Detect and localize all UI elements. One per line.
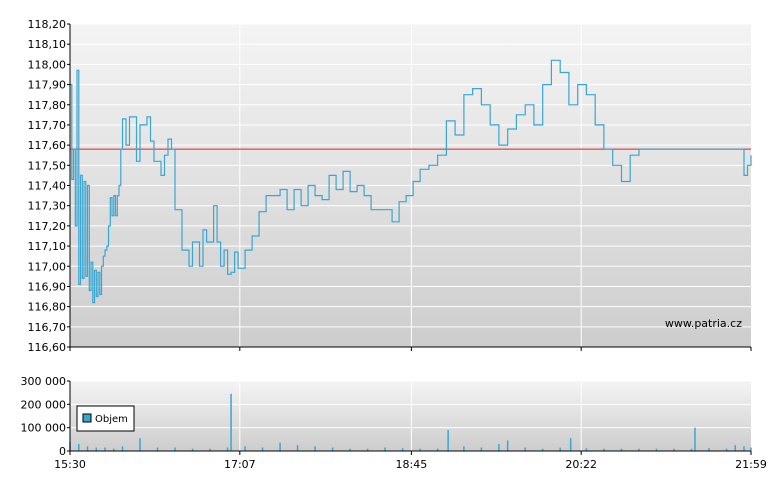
price-y-tick-label: 116,90: [28, 280, 67, 293]
volume-x-axis: 15:30 17:07 18:45 20:22 21:59: [54, 451, 767, 471]
volume-bar: [314, 446, 316, 451]
volume-bar: [230, 393, 232, 451]
volume-bar: [655, 448, 658, 451]
price-y-tick-label: 117,10: [28, 240, 67, 253]
volume-bar: [104, 447, 106, 451]
price-y-tick-label: 116,70: [28, 321, 67, 334]
volume-bar: [174, 447, 176, 451]
volume-y-axis: 300 000 200 000 100 000 0: [21, 375, 71, 458]
volume-bar: [690, 448, 693, 451]
volume-y-tick-label: 100 000: [21, 422, 67, 435]
price-gridlines: [70, 23, 751, 348]
volume-bar: [585, 448, 588, 451]
x-tick-label: 21:59: [735, 458, 767, 471]
volume-bar: [673, 448, 675, 451]
price-y-tick-label: 117,90: [28, 79, 67, 92]
price-y-tick-label: 117,20: [28, 220, 67, 233]
volume-bars: [69, 393, 752, 451]
volume-bar: [349, 448, 351, 451]
volume-bar: [156, 447, 159, 451]
volume-bar: [447, 430, 449, 451]
price-y-tick-label: 117,30: [28, 200, 67, 213]
volume-bar: [708, 448, 710, 451]
price-y-tick-label: 116,60: [28, 341, 67, 354]
price-y-tick-label: 117,70: [28, 119, 67, 132]
volume-bar: [121, 446, 124, 451]
volume-bar: [113, 448, 115, 451]
volume-bar: [620, 448, 623, 451]
volume-bar: [463, 446, 465, 451]
volume-bar: [226, 447, 229, 451]
volume-bar: [244, 446, 246, 451]
price-vertical-gridlines: [239, 24, 582, 347]
legend-label: Objem: [95, 414, 128, 425]
x-tick-label: 18:45: [396, 458, 428, 471]
volume-bar: [480, 447, 483, 451]
price-y-tick-label: 117,60: [28, 139, 67, 152]
volume-bar: [261, 447, 264, 451]
x-tick-label: 17:07: [224, 458, 256, 471]
volume-bar: [191, 448, 194, 451]
volume-bar: [750, 447, 752, 451]
price-y-tick-label: 117,00: [28, 260, 67, 273]
volume-bar: [296, 445, 299, 451]
volume-bar: [506, 440, 509, 451]
price-y-tick-label: 118,10: [28, 38, 67, 51]
volume-bar: [541, 448, 544, 451]
volume-bar: [638, 448, 640, 451]
x-tick-label: 20:22: [565, 458, 597, 471]
volume-bar: [95, 447, 98, 451]
price-series-line: [70, 59, 752, 304]
volume-bar: [725, 448, 728, 451]
price-x-ticks: [69, 347, 752, 351]
price-y-tick-label: 117,40: [28, 180, 67, 193]
volume-bar: [498, 444, 500, 451]
volume-y-tick-label: 300 000: [21, 375, 67, 388]
volume-bar: [78, 444, 80, 451]
volume-bar: [366, 448, 369, 451]
volume-bar: [139, 438, 141, 451]
price-y-axis: 118,20 118,10 118,00 117,90 117,80 117,70 117,…: [28, 18, 71, 354]
volume-plot-area: [70, 381, 751, 451]
volume-bar: [743, 446, 745, 451]
volume-bar: [419, 448, 421, 451]
volume-bar: [384, 447, 386, 451]
volume-bar: [569, 438, 572, 451]
volume-bar: [86, 446, 89, 451]
volume-bar: [559, 447, 561, 451]
volume-bar: [331, 447, 334, 451]
volume-bar: [209, 448, 211, 451]
volume-y-tick-label: 0: [59, 445, 66, 458]
volume-bar: [694, 427, 696, 451]
volume-legend: Objem: [76, 405, 135, 432]
price-y-tick-label: 117,80: [28, 99, 67, 112]
price-y-tick-label: 116,80: [28, 301, 67, 314]
volume-bar: [436, 448, 439, 451]
volume-bar: [279, 442, 281, 451]
price-y-tick-label: 117,50: [28, 159, 67, 172]
price-y-tick-label: 118,00: [28, 58, 67, 71]
volume-bar: [603, 448, 605, 451]
volume-bar: [524, 447, 526, 451]
volume-y-tick-label: 200 000: [21, 398, 67, 411]
volume-bar: [734, 445, 736, 451]
legend-swatch: [82, 413, 92, 423]
volume-gridlines: [70, 380, 751, 429]
watermark-text: www.patria.cz: [665, 317, 742, 330]
volume-vertical-gridlines: [239, 381, 582, 451]
price-y-tick-label: 118,20: [28, 18, 67, 31]
x-tick-label: 15:30: [54, 458, 86, 471]
volume-bar: [401, 448, 404, 451]
